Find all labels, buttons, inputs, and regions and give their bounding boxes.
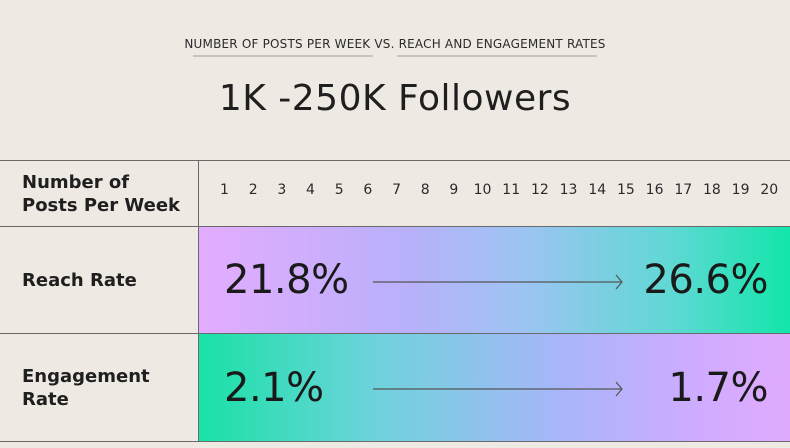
page-title: 1K -250K Followers xyxy=(218,78,572,119)
post-count: 20 xyxy=(760,182,779,198)
engagement-start-value: 2.1% xyxy=(224,365,324,411)
engagement-gradient-band xyxy=(199,334,790,441)
post-count: 3 xyxy=(277,182,287,198)
posts-scale: 1 2 3 4 5 6 7 8 9 10 11 12 13 14 15 16 1… xyxy=(212,182,782,198)
post-count: 9 xyxy=(449,182,459,198)
post-count: 12 xyxy=(530,182,549,198)
chart-subtitle: NUMBER OF POSTS PER WEEK VS. REACH AND E… xyxy=(0,37,790,57)
post-count: 5 xyxy=(334,182,344,198)
table-column-divider xyxy=(198,160,199,442)
reach-rate-label: Reach Rate xyxy=(22,270,137,291)
table-row-divider-1 xyxy=(0,226,790,227)
reach-start-value: 21.8% xyxy=(224,257,349,303)
posts-label-line1: Number of xyxy=(22,172,130,193)
post-count: 4 xyxy=(306,182,315,198)
engagement-label-line1: Engagement xyxy=(22,366,150,387)
engagement-arrow-icon xyxy=(373,381,623,397)
subtitle-text: NUMBER OF POSTS PER WEEK VS. REACH AND E… xyxy=(184,37,606,51)
post-count: 17 xyxy=(674,182,693,198)
post-count: 14 xyxy=(588,182,607,198)
post-count: 13 xyxy=(559,182,578,198)
comparison-table: Number of Posts Per Week 1 2 3 4 5 6 7 8… xyxy=(0,160,790,442)
post-count: 15 xyxy=(616,182,635,198)
engagement-label-line2: Rate xyxy=(22,389,69,410)
post-count: 18 xyxy=(703,182,721,198)
engagement-rate-label: Engagement Rate xyxy=(22,365,150,411)
table-top-border xyxy=(0,160,790,161)
engagement-end-value: 1.7% xyxy=(668,365,768,411)
post-count: 6 xyxy=(363,182,373,198)
posts-per-week-label: Number of Posts Per Week xyxy=(22,171,180,217)
subtitle-underline-right xyxy=(397,55,597,57)
posts-label-line2: Posts Per Week xyxy=(22,195,181,216)
post-count: 10 xyxy=(473,182,492,198)
post-count: 7 xyxy=(392,182,401,198)
reach-arrow-icon xyxy=(373,274,623,290)
reach-gradient-band xyxy=(199,227,790,333)
post-count: 16 xyxy=(645,182,664,198)
subtitle-underline-left xyxy=(193,55,373,57)
post-count: 19 xyxy=(731,182,750,198)
post-count: 2 xyxy=(248,182,258,198)
table-row-divider-2 xyxy=(0,333,790,334)
table-bottom-border xyxy=(0,441,790,442)
post-count: 11 xyxy=(502,182,521,198)
post-count: 1 xyxy=(220,182,229,198)
reach-end-value: 26.6% xyxy=(643,257,768,303)
post-count: 8 xyxy=(420,182,430,198)
